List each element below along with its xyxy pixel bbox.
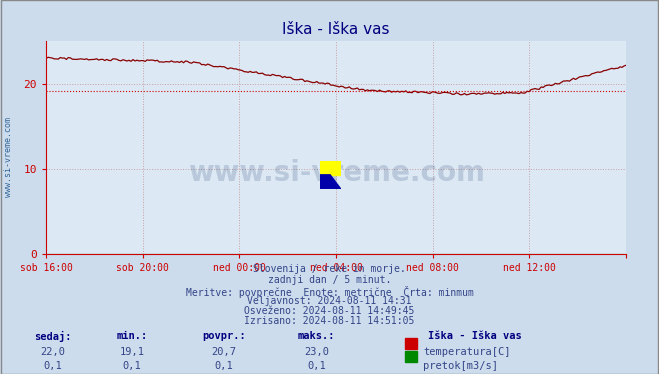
- Text: sedaj:: sedaj:: [34, 331, 71, 342]
- Text: Veljavnost: 2024-08-11 14:31: Veljavnost: 2024-08-11 14:31: [247, 296, 412, 306]
- Text: Izrisano: 2024-08-11 14:51:05: Izrisano: 2024-08-11 14:51:05: [244, 316, 415, 327]
- Text: 19,1: 19,1: [119, 347, 144, 357]
- Text: 0,1: 0,1: [123, 361, 141, 371]
- Text: 0,1: 0,1: [43, 361, 62, 371]
- Text: Meritve: povprečne  Enote: metrične  Črta: minmum: Meritve: povprečne Enote: metrične Črta:…: [186, 286, 473, 298]
- Text: 20,7: 20,7: [212, 347, 237, 357]
- Text: 23,0: 23,0: [304, 347, 329, 357]
- Polygon shape: [320, 161, 341, 175]
- Text: www.si-vreme.com: www.si-vreme.com: [4, 117, 13, 197]
- Text: 22,0: 22,0: [40, 347, 65, 357]
- Polygon shape: [320, 175, 330, 189]
- Text: 0,1: 0,1: [215, 361, 233, 371]
- Text: Iška - Iška vas: Iška - Iška vas: [428, 331, 521, 341]
- Text: Slovenija / reke in morje.: Slovenija / reke in morje.: [253, 264, 406, 274]
- Text: Osveženo: 2024-08-11 14:49:45: Osveženo: 2024-08-11 14:49:45: [244, 306, 415, 316]
- Text: min.:: min.:: [116, 331, 148, 341]
- Text: zadnji dan / 5 minut.: zadnji dan / 5 minut.: [268, 275, 391, 285]
- Text: pretok[m3/s]: pretok[m3/s]: [423, 361, 498, 371]
- Title: Iška - Iška vas: Iška - Iška vas: [282, 22, 390, 37]
- Text: povpr.:: povpr.:: [202, 331, 246, 341]
- Text: maks.:: maks.:: [298, 331, 335, 341]
- Text: www.si-vreme.com: www.si-vreme.com: [188, 159, 484, 187]
- Polygon shape: [320, 175, 341, 189]
- Text: 0,1: 0,1: [307, 361, 326, 371]
- Text: temperatura[C]: temperatura[C]: [423, 347, 511, 357]
